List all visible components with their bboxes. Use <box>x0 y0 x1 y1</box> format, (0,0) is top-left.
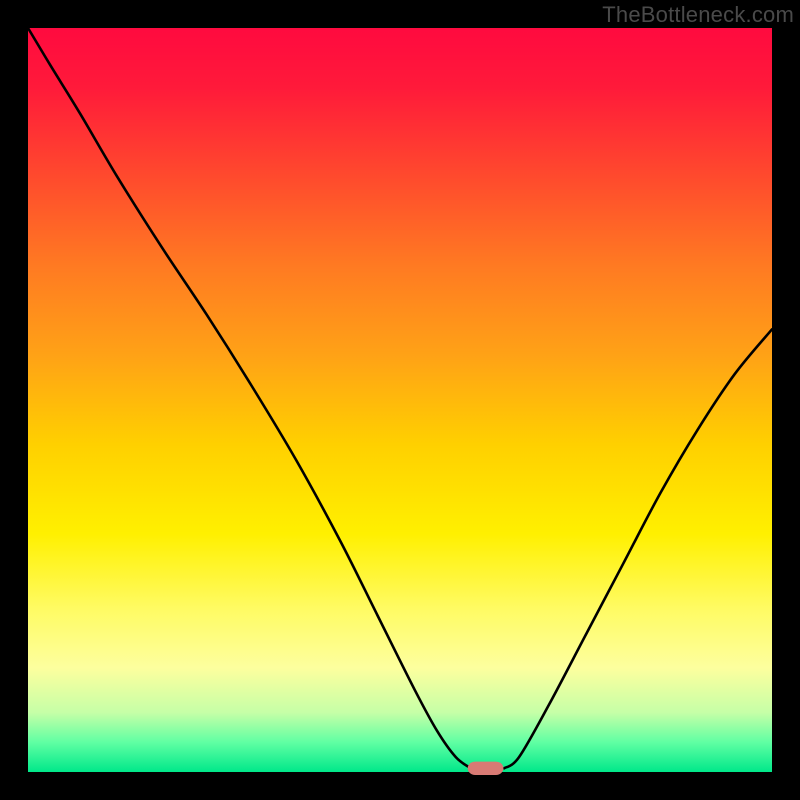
watermark-text: TheBottleneck.com <box>602 2 794 28</box>
optimum-marker <box>468 762 504 775</box>
bottleneck-chart <box>0 0 800 800</box>
